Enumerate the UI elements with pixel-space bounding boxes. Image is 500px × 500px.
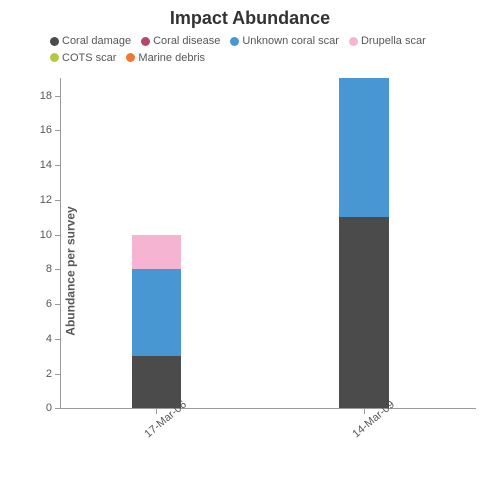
y-tick-label: 0: [46, 402, 61, 414]
bar-segment: [132, 356, 182, 408]
legend-item: Coral damage: [50, 33, 131, 50]
legend-item: COTS scar: [50, 50, 116, 67]
y-tick-label: 14: [40, 159, 61, 171]
legend: Coral damage Coral disease Unknown coral s…: [0, 29, 500, 68]
y-tick-label: 6: [46, 298, 61, 310]
bar-segment: [132, 269, 182, 356]
legend-swatch: [141, 37, 150, 46]
legend-swatch: [230, 37, 239, 46]
y-tick-label: 18: [40, 90, 61, 102]
chart-area: Abundance per survey 02468101214161817-M…: [0, 68, 500, 473]
legend-item: Coral disease: [141, 33, 220, 50]
y-tick-label: 2: [46, 368, 61, 380]
legend-item: Drupella scar: [349, 33, 426, 50]
legend-label: Drupella scar: [361, 35, 426, 47]
legend-label: Unknown coral scar: [242, 35, 339, 47]
legend-swatch: [349, 37, 358, 46]
y-tick-label: 12: [40, 194, 61, 206]
legend-label: Coral damage: [62, 35, 131, 47]
legend-swatch: [126, 53, 135, 62]
bar-segment: [339, 78, 389, 217]
y-tick-label: 4: [46, 333, 61, 345]
legend-label: Marine debris: [138, 52, 205, 64]
legend-item: Unknown coral scar: [230, 33, 339, 50]
bar-segment: [339, 217, 389, 408]
legend-swatch: [50, 53, 59, 62]
bar-segment: [132, 235, 182, 270]
y-tick-label: 16: [40, 124, 61, 136]
legend-item: Marine debris: [126, 50, 205, 67]
y-tick-label: 10: [40, 229, 61, 241]
legend-label: Coral disease: [153, 35, 220, 47]
plot-area: 02468101214161817-Mar-0614-Mar-09: [60, 78, 476, 409]
chart-title: Impact Abundance: [0, 0, 500, 29]
legend-swatch: [50, 37, 59, 46]
y-tick-label: 8: [46, 263, 61, 275]
legend-label: COTS scar: [62, 52, 116, 64]
